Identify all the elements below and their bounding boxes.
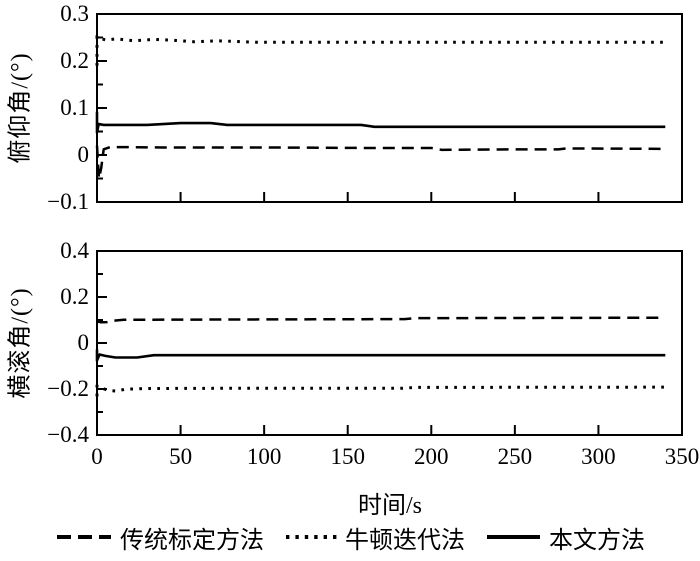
x-tick-label: 50 — [169, 444, 193, 469]
series-dotted — [95, 34, 666, 66]
legend-item-traditional: 传统标定方法 — [55, 520, 264, 555]
series-dashed — [95, 316, 666, 324]
y-tick-label: 0.2 — [60, 284, 89, 309]
x-tick-label: 300 — [581, 444, 616, 469]
series-dotted — [95, 384, 666, 397]
dotted-line-sample — [286, 535, 337, 539]
series-dashed — [95, 145, 666, 180]
x-tick-label: 150 — [330, 444, 365, 469]
plot-frame — [96, 250, 683, 436]
y-tick-label: 0 — [77, 330, 90, 355]
y-tick-label: −0.4 — [47, 422, 89, 447]
x-tick-label: 350 — [664, 444, 700, 469]
plot-frame — [96, 13, 683, 203]
x-tick-label: 200 — [414, 444, 449, 469]
legend: 传统标定方法 牛顿迭代法 本文方法 — [0, 520, 700, 554]
y-tick-label: 0.2 — [60, 48, 89, 73]
x-tick-label: 100 — [246, 444, 282, 469]
solid-line-sample — [487, 535, 540, 539]
y-tick-label: 0 — [77, 142, 90, 167]
legend-label-traditional: 传统标定方法 — [120, 527, 264, 554]
legend-item-proposed: 本文方法 — [485, 520, 645, 555]
legend-label-newton: 牛顿迭代法 — [345, 527, 465, 554]
y-tick-label: −0.2 — [47, 376, 89, 401]
pitch-angle-plot — [95, 13, 683, 203]
x-axis-title: 时间/s — [357, 493, 423, 519]
y-tick-label: 0.4 — [60, 238, 89, 263]
y-tick-label: 0.1 — [60, 95, 89, 120]
legend-label-proposed: 本文方法 — [549, 527, 645, 554]
series-solid — [95, 349, 666, 362]
y-tick-label: 0.3 — [60, 1, 89, 26]
dashed-line-sample — [57, 535, 111, 539]
roll-angle-plot — [95, 250, 683, 436]
y-tick-label: −0.1 — [47, 189, 89, 214]
x-tick-label: 250 — [497, 444, 533, 469]
x-tick-label: 0 — [91, 444, 103, 469]
legend-item-newton: 牛顿迭代法 — [284, 520, 465, 555]
series-solid — [95, 111, 666, 134]
